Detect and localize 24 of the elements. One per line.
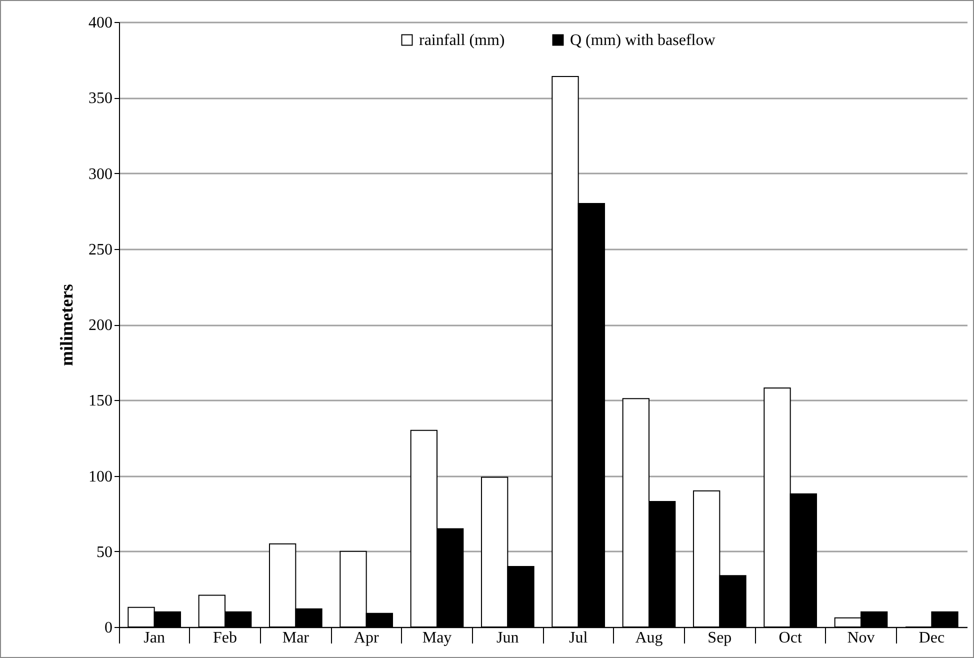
legend-label: Q (mm) with baseflow	[570, 32, 716, 49]
y-tick-label: 300	[88, 166, 112, 183]
x-tick-label: Feb	[213, 630, 237, 646]
y-axis-title: milimeters	[56, 284, 76, 366]
legend-label: rainfall (mm)	[419, 32, 505, 49]
x-tick-label: Oct	[778, 630, 802, 646]
x-tick-label: Jul	[568, 630, 588, 646]
y-tick-label: 200	[88, 317, 112, 334]
x-tick-label: Sep	[708, 630, 732, 646]
y-tick-label: 150	[88, 392, 112, 410]
x-tick-label: Aug	[635, 630, 663, 646]
y-tick-label: 250	[88, 241, 112, 258]
x-tick-label: Mar	[282, 630, 310, 646]
y-tick-label: 350	[88, 90, 112, 108]
x-tick-label: Dec	[918, 630, 945, 646]
x-tick-label: Apr	[354, 630, 380, 646]
x-tick-label: Jan	[144, 630, 165, 646]
y-tick-label: 0	[104, 620, 112, 636]
y-tick-label: 50	[96, 544, 112, 561]
y-tick-label: 400	[88, 14, 112, 32]
x-tick-label: May	[422, 630, 452, 646]
x-tick-label: Nov	[847, 630, 875, 646]
y-tick-label: 100	[88, 468, 112, 486]
x-tick-label: Jun	[496, 630, 519, 646]
